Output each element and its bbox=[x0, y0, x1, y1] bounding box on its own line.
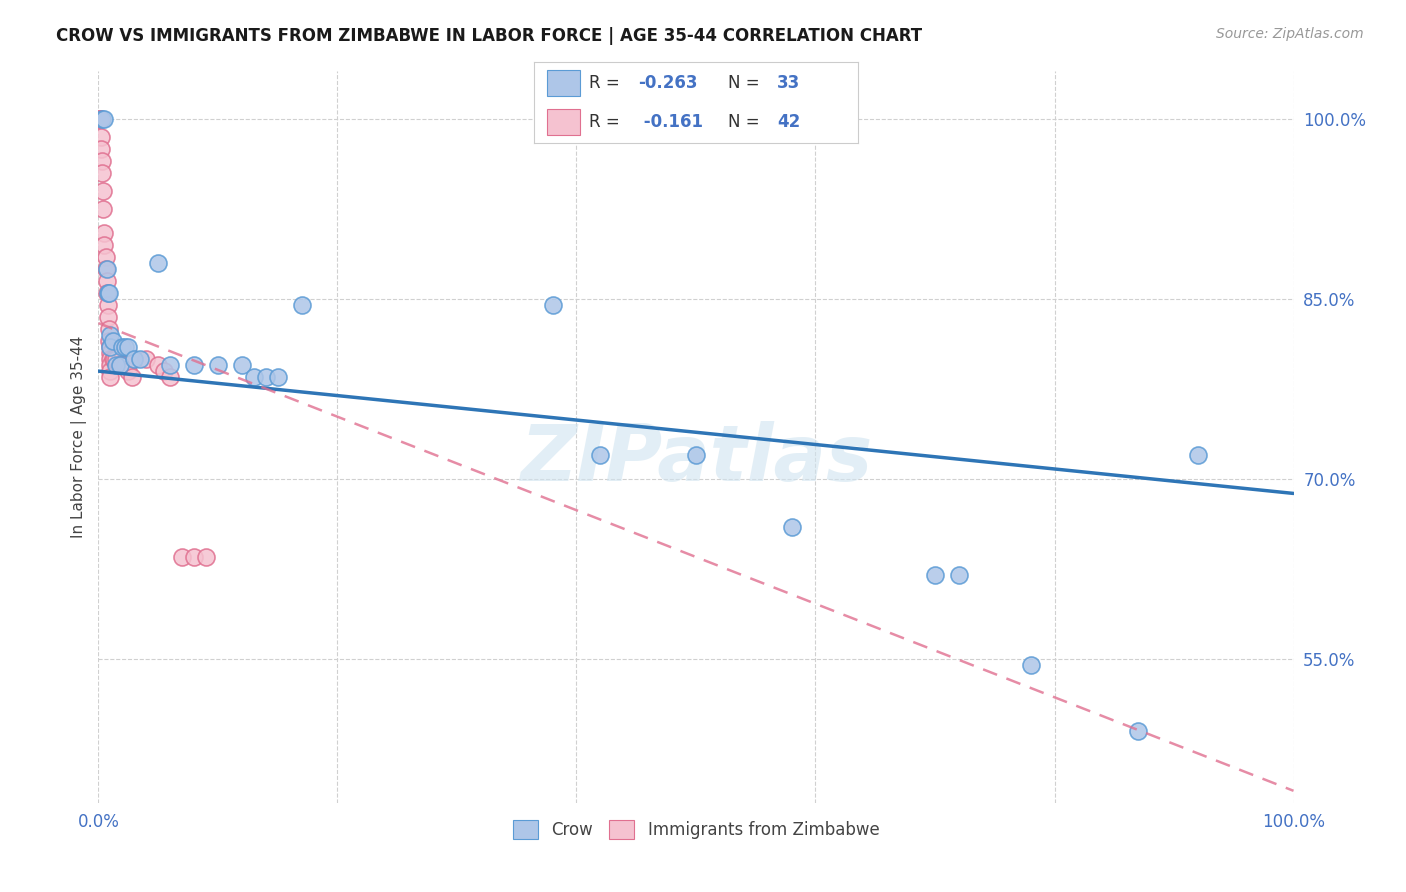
Text: CROW VS IMMIGRANTS FROM ZIMBABWE IN LABOR FORCE | AGE 35-44 CORRELATION CHART: CROW VS IMMIGRANTS FROM ZIMBABWE IN LABO… bbox=[56, 27, 922, 45]
Point bbox=[948, 568, 970, 582]
Point bbox=[1187, 448, 1209, 462]
Text: -0.161: -0.161 bbox=[638, 113, 703, 131]
Point bbox=[105, 352, 128, 367]
Point bbox=[91, 112, 114, 127]
Point bbox=[108, 358, 131, 372]
Text: -0.263: -0.263 bbox=[638, 74, 697, 92]
Point bbox=[924, 568, 946, 582]
Point bbox=[108, 358, 131, 372]
Point bbox=[89, 112, 111, 127]
Point bbox=[267, 370, 290, 384]
Point bbox=[89, 112, 111, 127]
Point bbox=[98, 370, 122, 384]
Point bbox=[291, 298, 314, 312]
Point bbox=[97, 286, 120, 301]
Point bbox=[105, 358, 128, 372]
Text: Source: ZipAtlas.com: Source: ZipAtlas.com bbox=[1216, 27, 1364, 41]
Point bbox=[103, 352, 125, 367]
Point bbox=[1019, 657, 1042, 672]
Point bbox=[117, 364, 139, 378]
Point bbox=[98, 334, 121, 348]
Point bbox=[90, 142, 112, 156]
Point bbox=[101, 334, 124, 348]
Point bbox=[183, 358, 205, 372]
Point bbox=[124, 352, 146, 367]
Point bbox=[89, 112, 111, 127]
Point bbox=[117, 340, 139, 354]
FancyBboxPatch shape bbox=[547, 70, 579, 96]
Point bbox=[96, 274, 118, 288]
Point bbox=[98, 352, 122, 367]
Point bbox=[541, 298, 564, 312]
Point bbox=[94, 262, 117, 277]
Point bbox=[148, 358, 170, 372]
Point bbox=[685, 448, 707, 462]
Legend: Crow, Immigrants from Zimbabwe: Crow, Immigrants from Zimbabwe bbox=[506, 814, 886, 846]
Point bbox=[98, 340, 122, 354]
Point bbox=[159, 358, 181, 372]
Point bbox=[195, 549, 218, 564]
Point bbox=[111, 358, 134, 372]
Point bbox=[98, 286, 121, 301]
Point bbox=[98, 322, 121, 336]
Point bbox=[121, 370, 143, 384]
Point bbox=[159, 370, 181, 384]
Point bbox=[243, 370, 266, 384]
Point bbox=[93, 238, 115, 252]
Point bbox=[90, 130, 112, 145]
Point bbox=[254, 370, 277, 384]
Point bbox=[97, 298, 120, 312]
Text: 33: 33 bbox=[776, 74, 800, 92]
Point bbox=[93, 226, 115, 240]
Point bbox=[98, 346, 122, 360]
Point bbox=[114, 358, 136, 372]
Point bbox=[91, 202, 114, 217]
FancyBboxPatch shape bbox=[547, 109, 579, 135]
Point bbox=[148, 256, 170, 270]
Text: N =: N = bbox=[728, 113, 759, 131]
Point bbox=[183, 549, 205, 564]
Point bbox=[93, 112, 115, 127]
Point bbox=[114, 358, 136, 372]
Point bbox=[231, 358, 253, 372]
Point bbox=[780, 520, 803, 534]
Point bbox=[589, 448, 612, 462]
Text: ZIPatlas: ZIPatlas bbox=[520, 421, 872, 497]
Point bbox=[1128, 723, 1150, 738]
Point bbox=[129, 352, 152, 367]
Point bbox=[111, 340, 134, 354]
Point bbox=[101, 352, 124, 367]
Point bbox=[98, 364, 122, 378]
Point bbox=[98, 328, 122, 343]
Point bbox=[96, 262, 118, 277]
Point bbox=[207, 358, 229, 372]
Text: N =: N = bbox=[728, 74, 759, 92]
Point bbox=[153, 364, 176, 378]
Point bbox=[97, 310, 120, 325]
Text: R =: R = bbox=[589, 113, 620, 131]
Point bbox=[98, 358, 122, 372]
Point bbox=[91, 166, 114, 180]
Point bbox=[172, 549, 194, 564]
Point bbox=[114, 340, 136, 354]
Point bbox=[91, 184, 114, 198]
Point bbox=[98, 340, 122, 354]
Point bbox=[124, 352, 146, 367]
Point bbox=[96, 286, 118, 301]
Point bbox=[94, 250, 117, 264]
Text: 42: 42 bbox=[776, 113, 800, 131]
Text: R =: R = bbox=[589, 74, 620, 92]
Point bbox=[91, 154, 114, 169]
Y-axis label: In Labor Force | Age 35-44: In Labor Force | Age 35-44 bbox=[72, 336, 87, 538]
Point bbox=[135, 352, 157, 367]
